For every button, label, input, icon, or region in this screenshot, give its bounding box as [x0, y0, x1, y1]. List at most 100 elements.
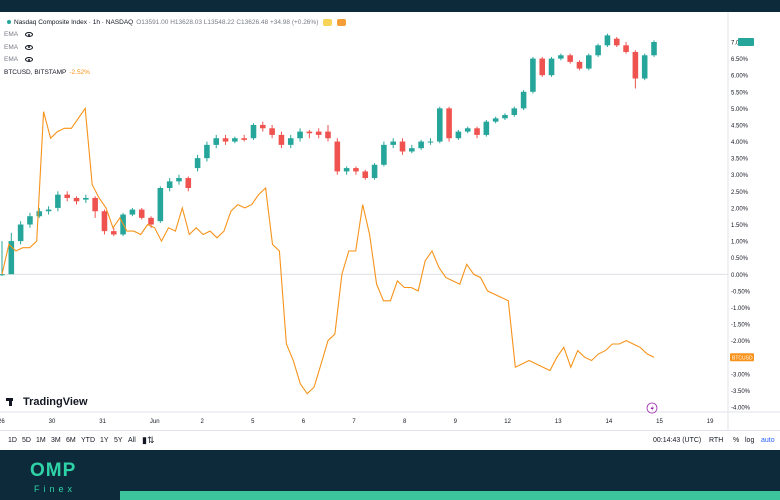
compare-change: -2.52%	[69, 68, 90, 76]
y-tick-label: 2.00%	[731, 206, 749, 212]
log-toggle[interactable]: log	[745, 437, 755, 444]
chart-legend: Nasdaq Composite Index · 1h · NASDAQ O13…	[4, 16, 349, 79]
candle-body	[436, 108, 443, 142]
delayed-icon[interactable]	[337, 18, 347, 26]
y-tick-label: 3.00%	[731, 173, 749, 179]
timeframe-6m[interactable]: 6M	[66, 437, 76, 444]
timeframe-ytd[interactable]: YTD	[81, 437, 95, 444]
legend-compare-row[interactable]: BTCUSD, BITSTAMP -2.52%	[4, 66, 349, 79]
candle-body	[101, 211, 108, 232]
eye-hidden-icon[interactable]	[25, 44, 34, 50]
timeframe-5d[interactable]: 5D	[22, 437, 31, 444]
session-toggle[interactable]: RTH	[709, 437, 724, 444]
candle-body	[306, 131, 313, 134]
candle-body	[222, 138, 229, 142]
percent-toggle[interactable]: %	[733, 437, 740, 444]
tradingview-icon	[6, 398, 20, 406]
flag-icon[interactable]	[323, 18, 333, 26]
bottom-toolbar: 1D 5D 1M 3M 6M YTD 1Y 5Y All ▮⇅ 00:14:43…	[0, 430, 780, 450]
candle-body	[157, 188, 164, 222]
candle-body	[325, 131, 331, 139]
candle-body	[390, 141, 396, 145]
candle-body	[353, 168, 359, 172]
timeframe-3m[interactable]: 3M	[51, 437, 61, 444]
ema-label: EMA	[4, 31, 19, 39]
y-tick-label: -1.50%	[731, 323, 751, 329]
candle-body	[194, 158, 201, 169]
eye-hidden-icon[interactable]	[25, 32, 34, 38]
y-tick-label: -3.50%	[731, 389, 751, 395]
y-tick-label: 4.00%	[731, 140, 749, 146]
ohlc-values: O13591.00 H13628.03 L13548.22 C13626.48 …	[136, 18, 319, 26]
y-tick-label: 6.50%	[731, 57, 749, 63]
x-tick-label: 6	[302, 419, 306, 425]
y-tick-label: 0.00%	[731, 273, 749, 279]
candle-body	[138, 209, 145, 218]
timeframe-all[interactable]: All	[128, 437, 136, 444]
eye-hidden-icon[interactable]	[25, 57, 34, 63]
y-tick-label: 3.50%	[731, 157, 749, 163]
y-tick-label: 6.00%	[731, 74, 749, 80]
btcusd-line	[1, 106, 655, 395]
price-chart[interactable]: 7.00%6.50%6.00%5.50%5.00%4.50%4.00%3.50%…	[0, 12, 780, 430]
candle-body	[185, 178, 192, 188]
y-tick-label: 1.00%	[731, 240, 749, 246]
candle-body	[641, 55, 648, 79]
candle-body	[241, 138, 247, 140]
symbol-title[interactable]: Nasdaq Composite Index · 1h · NASDAQ	[14, 18, 134, 26]
candle-body	[343, 168, 350, 172]
timeframe-5y[interactable]: 5Y	[114, 437, 123, 444]
candle-body	[539, 58, 546, 76]
utc-clock[interactable]: 00:14:43 (UTC)	[653, 437, 702, 444]
y-tick-label: 5.00%	[731, 107, 749, 113]
timeframe-1y[interactable]: 1Y	[100, 437, 109, 444]
tradingview-logo[interactable]: TradingView	[6, 396, 88, 408]
candle-body	[492, 118, 499, 122]
x-tick-label: 26	[0, 419, 5, 425]
legend-ema-1[interactable]: EMA	[4, 29, 349, 42]
auto-toggle[interactable]: auto	[761, 437, 775, 444]
candle-body	[0, 274, 5, 276]
candle-body	[632, 51, 639, 79]
candle-body	[409, 148, 415, 152]
x-tick-label: 9	[454, 419, 458, 425]
candle-body	[613, 38, 620, 46]
legend-ema-3[interactable]: EMA	[4, 54, 349, 67]
x-tick-label: 7	[352, 419, 356, 425]
candle-body	[45, 209, 52, 212]
timeframe-1d[interactable]: 1D	[8, 437, 17, 444]
x-tick-label: 13	[555, 419, 562, 425]
x-tick-label: 30	[49, 419, 56, 425]
y-tick-label: -0.50%	[731, 289, 751, 295]
compare-last-value-label: BTCUSD	[732, 355, 753, 361]
chart-area[interactable]: 7.00%6.50%6.00%5.50%5.00%4.50%4.00%3.50%…	[0, 12, 780, 430]
timeframe-1m[interactable]: 1M	[36, 437, 46, 444]
candle-body	[315, 131, 322, 135]
legend-ema-2[interactable]: EMA	[4, 41, 349, 54]
candle-body	[576, 61, 583, 69]
candle-body	[530, 58, 536, 92]
x-tick-label: 15	[656, 419, 663, 425]
candle-body	[83, 197, 89, 200]
candle-body	[371, 164, 378, 179]
candle-body	[64, 194, 70, 198]
candle-body	[520, 91, 527, 109]
candle-body	[427, 141, 434, 143]
x-tick-label: 19	[707, 419, 714, 425]
lightning-icon	[650, 405, 654, 412]
compare-symbol[interactable]: BTCUSD, BITSTAMP	[4, 68, 67, 76]
candle-body	[269, 128, 275, 135]
candle-body	[455, 131, 462, 139]
candle-body	[250, 124, 257, 139]
date-range-icon[interactable]: ▮⇅	[142, 435, 155, 445]
candle-body	[55, 194, 61, 208]
candle-body	[334, 141, 341, 172]
candle-body	[595, 45, 601, 56]
x-tick-label: 31	[99, 419, 106, 425]
y-tick-label: -4.00%	[731, 406, 751, 412]
legend-main-row[interactable]: Nasdaq Composite Index · 1h · NASDAQ O13…	[4, 16, 349, 29]
candle-body	[213, 138, 220, 145]
x-tick-label: Jun	[150, 419, 160, 425]
candle-body	[17, 224, 24, 242]
x-tick-label: 14	[606, 419, 613, 425]
